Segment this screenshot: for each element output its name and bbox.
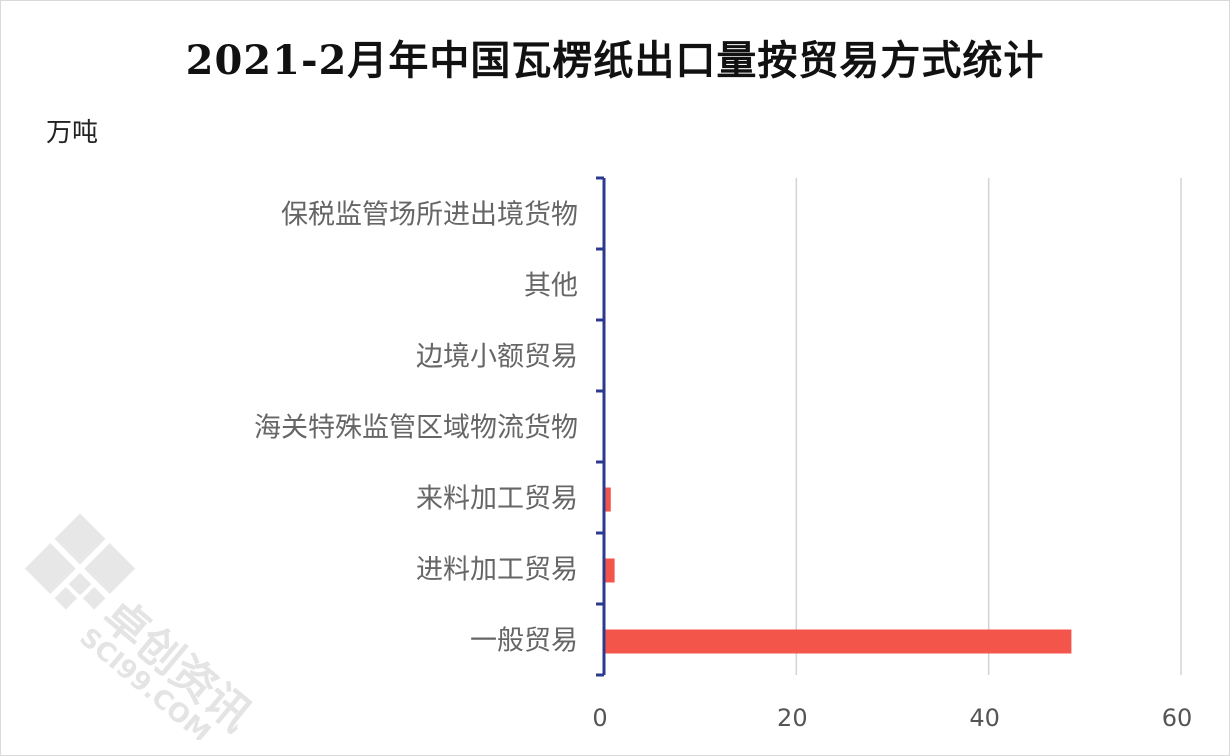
- bar-5: [605, 558, 615, 583]
- x-tick-labels: 0 20 40 60: [592, 704, 1192, 732]
- category-label-0: 保税监管场所进出境货物: [281, 200, 578, 231]
- category-label-5: 进料加工贸易: [416, 555, 578, 586]
- category-label-6: 一般贸易: [470, 626, 578, 657]
- chart-title: 2021-2月年中国瓦楞纸出口量按贸易方式统计: [185, 37, 1045, 84]
- x-tick-label-2: 40: [969, 704, 1000, 732]
- category-label-3: 海关特殊监管区域物流货物: [254, 413, 578, 444]
- category-labels: 保税监管场所进出境货物其他边境小额贸易海关特殊监管区域物流货物来料加工贸易进料加…: [254, 200, 578, 657]
- watermark-logo: 卓创资讯 SCI99.COM: [24, 513, 261, 740]
- unit-label: 万吨: [46, 118, 99, 148]
- grid-lines: [795, 178, 1182, 675]
- category-label-1: 其他: [524, 271, 578, 302]
- bar-6: [605, 629, 1072, 654]
- category-label-4: 来料加工贸易: [416, 484, 578, 515]
- x-tick-label-3: 60: [1162, 704, 1193, 732]
- y-axis: [596, 176, 606, 677]
- x-tick-label-1: 20: [777, 704, 808, 732]
- bars: [605, 487, 1072, 654]
- category-label-2: 边境小额贸易: [416, 342, 578, 373]
- x-tick-label-0: 0: [592, 704, 607, 732]
- bar-4: [605, 487, 611, 512]
